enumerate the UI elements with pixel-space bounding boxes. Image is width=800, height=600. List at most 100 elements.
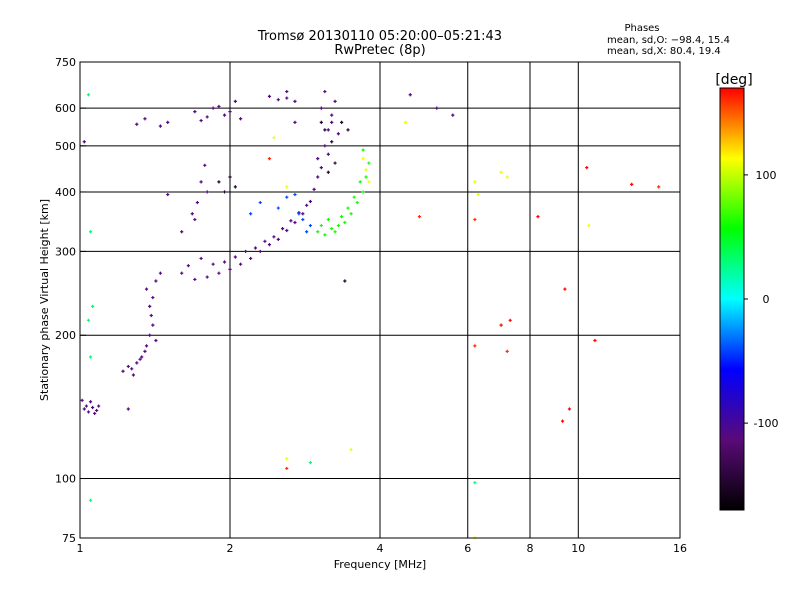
data-point — [144, 344, 149, 348]
data-point — [358, 180, 362, 184]
data-point — [326, 128, 330, 132]
data-point — [585, 166, 589, 170]
data-point — [199, 180, 203, 184]
data-point — [205, 115, 209, 119]
y-tick-label: 200 — [55, 329, 76, 342]
data-point — [180, 271, 184, 275]
data-point — [319, 223, 323, 228]
data-point — [473, 481, 477, 485]
data-point — [267, 94, 272, 99]
data-point — [297, 212, 301, 216]
data-point — [451, 113, 455, 117]
data-point — [143, 349, 147, 353]
data-point — [228, 267, 232, 272]
data-point — [473, 180, 477, 184]
colorbar-label: [deg] — [715, 72, 752, 88]
data-point — [305, 230, 309, 234]
data-point — [193, 277, 197, 282]
data-point — [272, 136, 276, 140]
y-tick-label: 600 — [55, 102, 76, 115]
y-axis-ticks: 75 100 200 300 400 500 600 750 — [55, 56, 86, 545]
plot-frame — [79, 61, 681, 539]
x-tick-label: 6 — [464, 542, 471, 555]
data-point — [361, 148, 365, 152]
data-point — [326, 217, 330, 222]
data-point — [217, 180, 221, 184]
data-point — [180, 230, 184, 234]
data-point — [91, 405, 95, 410]
data-point — [499, 323, 503, 327]
x-tick-label: 1 — [77, 542, 84, 555]
colorbar: 100 0 -100 — [719, 87, 779, 511]
data-point — [222, 190, 227, 194]
data-point — [158, 124, 163, 128]
data-point — [308, 199, 313, 204]
data-point — [140, 355, 144, 359]
data-point — [312, 187, 316, 191]
data-point — [563, 287, 567, 291]
data-point — [148, 304, 152, 308]
data-point — [233, 99, 237, 103]
data-point — [158, 271, 163, 275]
data-point — [135, 122, 139, 126]
data-point — [154, 338, 158, 343]
data-point — [280, 227, 285, 231]
data-point — [293, 120, 297, 124]
data-point — [285, 185, 289, 189]
data-point — [276, 237, 280, 241]
data-point — [272, 235, 276, 239]
data-point — [285, 228, 289, 233]
data-point — [364, 175, 368, 179]
data-point — [330, 113, 334, 117]
data-point — [293, 220, 297, 225]
data-point — [333, 230, 337, 234]
data-point — [91, 304, 95, 308]
data-point — [126, 364, 130, 369]
phases-heading: Phases — [624, 23, 659, 34]
data-point — [138, 357, 142, 361]
data-point — [88, 355, 93, 359]
data-point — [289, 219, 293, 223]
colorbar-tick-label: 0 — [763, 293, 770, 306]
data-point — [203, 163, 207, 167]
data-point — [364, 168, 368, 172]
x-tick-label: 8 — [527, 542, 534, 555]
data-point — [476, 192, 480, 197]
data-point — [319, 120, 323, 124]
data-point — [323, 89, 327, 94]
data-point — [323, 128, 327, 132]
colorbar-tick-label: -100 — [754, 417, 779, 430]
data-point — [403, 120, 408, 124]
data-point — [258, 249, 262, 254]
data-point — [361, 157, 365, 161]
data-point — [82, 140, 86, 144]
data-point — [143, 117, 147, 121]
data-point — [285, 195, 289, 199]
data-point — [86, 318, 91, 322]
data-point — [149, 313, 153, 318]
data-point — [349, 448, 353, 452]
data-point — [355, 200, 359, 205]
x-tick-label: 2 — [227, 542, 234, 555]
data-point — [340, 120, 344, 124]
data-point — [276, 206, 280, 210]
data-point — [305, 203, 309, 207]
data-point — [319, 166, 323, 170]
data-point — [326, 152, 330, 156]
data-point — [211, 106, 215, 110]
data-point — [285, 96, 289, 100]
data-point — [244, 249, 248, 254]
data-point — [131, 373, 136, 377]
data-point — [316, 230, 320, 234]
data-point — [86, 410, 91, 414]
data-point — [316, 157, 320, 161]
y-tick-label: 500 — [55, 140, 76, 153]
data-point — [93, 411, 97, 416]
data-point — [267, 157, 272, 161]
data-point — [316, 175, 320, 179]
data-point — [657, 185, 661, 189]
chart-title: Tromsø 20130110 05:20:00–05:21:43 — [257, 29, 502, 44]
phases-line-o: mean, sd,O: −98.4, 15.4 — [607, 35, 730, 46]
data-point — [205, 190, 209, 194]
data-point — [186, 264, 190, 268]
